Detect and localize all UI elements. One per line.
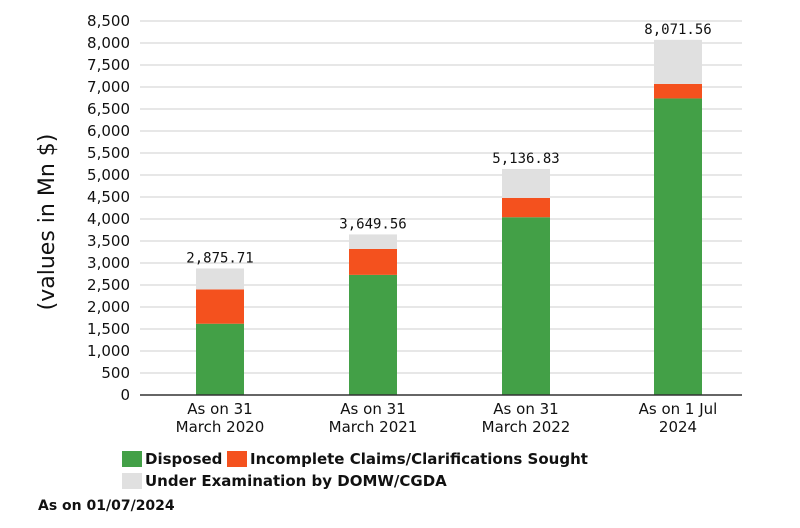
bar-segment-incomplete-claims-clarifications-sought: [349, 248, 397, 275]
y-tick-label: 6,000: [87, 122, 130, 140]
x-category-label: March 2022: [482, 418, 571, 436]
bar-segment-disposed: [654, 98, 702, 395]
legend-swatch: [227, 451, 247, 467]
y-tick-label: 7,000: [87, 78, 130, 96]
y-tick-label: 3,500: [87, 232, 130, 250]
bar-segment-disposed: [349, 274, 397, 395]
y-axis-label: (values in Mn $): [35, 134, 60, 311]
y-tick-label: 1,000: [87, 342, 130, 360]
bar-segment-under-examination-by-domw-cgda: [349, 234, 397, 249]
bar-segment-under-examination-by-domw-cgda: [502, 168, 550, 198]
legend-label: Under Examination by DOMW/CGDA: [145, 472, 447, 490]
total-label: 5,136.83: [492, 151, 559, 167]
legend-swatch: [122, 473, 142, 489]
y-tick-label: 0: [120, 386, 130, 404]
total-label: 8,071.56: [644, 22, 711, 38]
y-tick-label: 2,000: [87, 298, 130, 316]
legend-swatch: [122, 451, 142, 467]
x-category-label: As on 31: [493, 400, 558, 418]
y-tick-label: 4,500: [87, 188, 130, 206]
x-category-label: As on 31: [340, 400, 405, 418]
x-category-label: As on 1 Jul: [639, 400, 718, 418]
legend: Disposed Incomplete Claims/Clarifications…: [122, 450, 588, 490]
y-tick-label: 8,500: [87, 12, 130, 30]
bar-segment-disposed: [502, 217, 550, 395]
bar-segment-under-examination-by-domw-cgda: [654, 39, 702, 84]
bars: [196, 39, 702, 395]
total-label: 3,649.56: [339, 216, 406, 232]
y-tick-label: 1,500: [87, 320, 130, 338]
x-category-label: March 2020: [176, 418, 265, 436]
bar-segment-incomplete-claims-clarifications-sought: [654, 83, 702, 99]
bar-segment-incomplete-claims-clarifications-sought: [502, 197, 550, 218]
footnote: As on 01/07/2024: [38, 498, 175, 514]
legend-label: Disposed: [145, 450, 222, 468]
bar-segment-under-examination-by-domw-cgda: [196, 268, 244, 290]
x-category-label: March 2021: [329, 418, 418, 436]
bar-segment-incomplete-claims-clarifications-sought: [196, 289, 244, 324]
y-tick-label: 5,000: [87, 166, 130, 184]
x-category-label: As on 31: [187, 400, 252, 418]
y-tick-label: 8,000: [87, 34, 130, 52]
y-tick-label: 3,000: [87, 254, 130, 272]
legend-label: Incomplete Claims/Clarifications Sought: [250, 450, 588, 468]
x-category-label: 2024: [659, 418, 697, 436]
y-tick-label: 500: [101, 364, 130, 382]
total-label: 2,875.71: [186, 250, 253, 266]
y-tick-label: 6,500: [87, 100, 130, 118]
y-tick-label: 7,500: [87, 56, 130, 74]
y-tick-label: 2,500: [87, 276, 130, 294]
y-axis-ticks: 0 500 1,000 1,500 2,000 2,500 3,000 3,500 4,000 4…: [87, 12, 130, 404]
y-tick-label: 4,000: [87, 210, 130, 228]
bar-segment-disposed: [196, 323, 244, 395]
y-tick-label: 5,500: [87, 144, 130, 162]
total-labels: 2,875.71 3,649.56 5,136.83 8,071.56: [186, 22, 711, 267]
